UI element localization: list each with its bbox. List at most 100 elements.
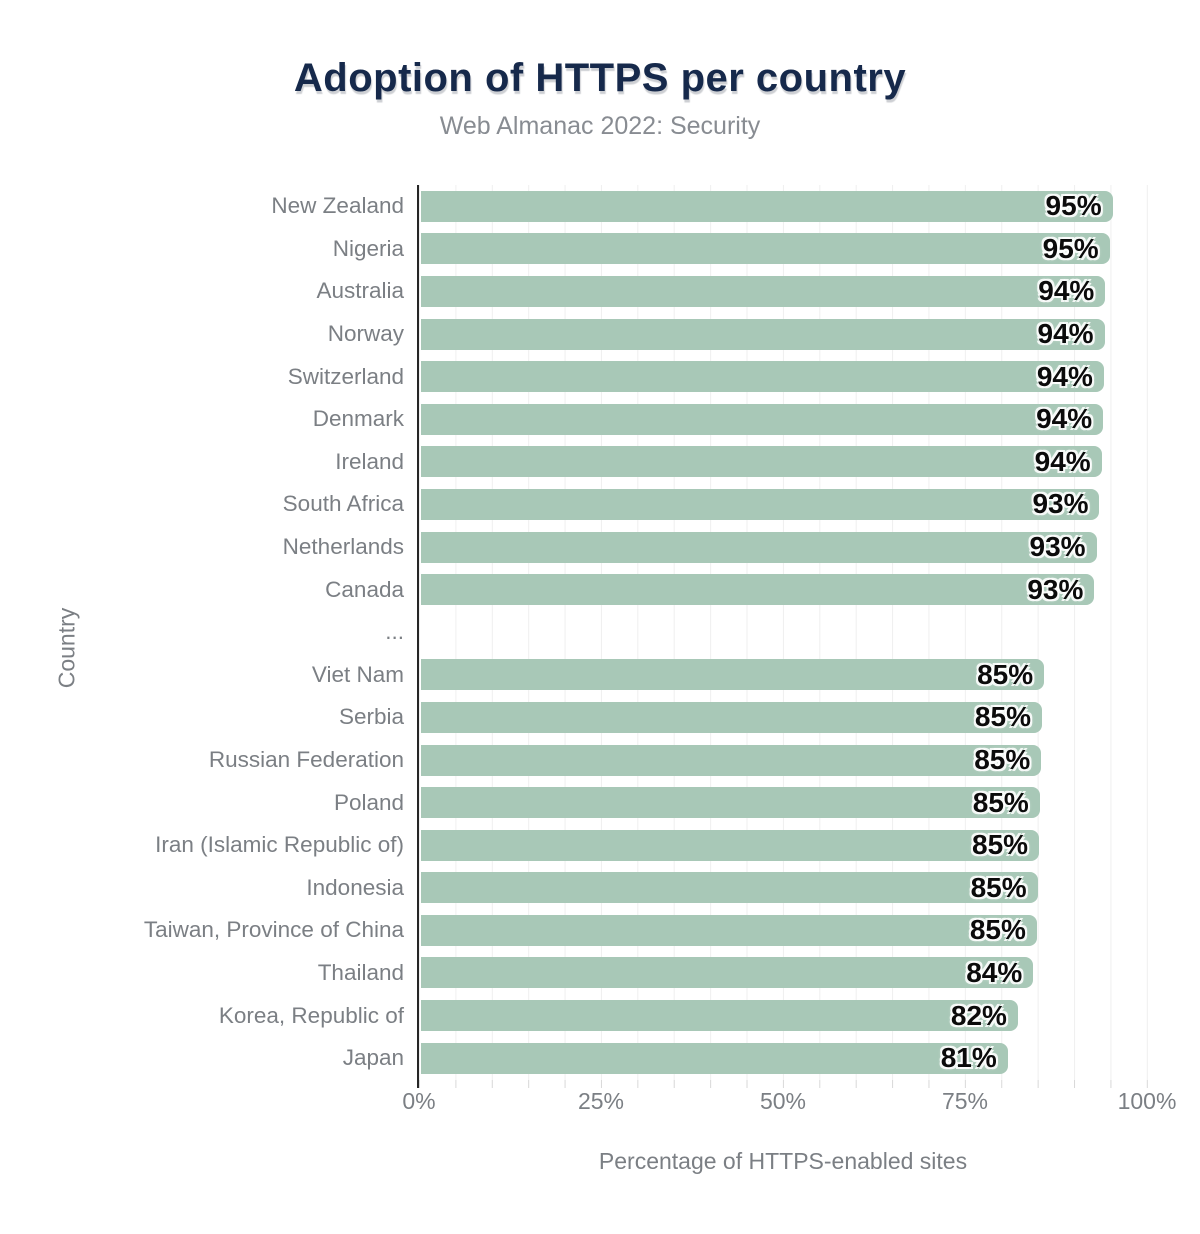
bar[interactable]: 81%: [421, 1042, 1008, 1074]
bar[interactable]: 94%: [421, 360, 1104, 393]
bar[interactable]: 85%: [421, 914, 1037, 946]
x-tick-25: 25%: [577, 1088, 625, 1114]
x-axis-title: Percentage of HTTPS-enabled sites: [598, 1148, 968, 1174]
country-label: Netherlands: [282, 534, 404, 560]
bar-value-label: 85%: [972, 786, 1029, 818]
bar[interactable]: 94%: [421, 318, 1105, 350]
bar[interactable]: 85%: [421, 744, 1042, 776]
bar-value-label: 81%: [940, 1042, 997, 1074]
chart-row: Poland 85%: [0, 781, 1200, 824]
y-axis-line: [417, 185, 419, 1088]
bar[interactable]: 93%: [421, 573, 1095, 606]
country-label: Switzerland: [287, 363, 404, 389]
country-label: Ireland: [335, 448, 404, 474]
country-label: Serbia: [338, 704, 404, 730]
bar-value-label: 94%: [1034, 445, 1091, 477]
bar[interactable]: 84%: [421, 956, 1034, 989]
chart-row: Nigeria 95%: [0, 228, 1200, 271]
bar-value-label: 85%: [972, 829, 1029, 861]
bar-value-label: 82%: [950, 999, 1007, 1031]
bar-track: 95%: [421, 190, 1200, 222]
bar-value-label: 95%: [1042, 232, 1099, 264]
bar[interactable]: 94%: [421, 445, 1102, 478]
bar[interactable]: 85%: [421, 786, 1040, 819]
chart-row: Viet Nam 85%: [0, 654, 1200, 697]
bar-value-label: 94%: [1037, 318, 1094, 350]
bar[interactable]: 95%: [421, 190, 1113, 222]
bar-value-label: 84%: [966, 956, 1023, 988]
bar-value-label: 94%: [1036, 403, 1093, 435]
bar[interactable]: 93%: [421, 488, 1100, 520]
bar-track: 85%: [421, 914, 1200, 946]
bar-value-label: 85%: [970, 871, 1027, 903]
country-label: Japan: [342, 1045, 404, 1071]
bar[interactable]: 85%: [421, 871, 1038, 904]
bar-track: 95%: [421, 232, 1200, 265]
x-axis-tick-labels: 0% 25% 50% 75% 100%: [402, 1088, 1176, 1114]
bar-track: 85%: [421, 701, 1200, 733]
bar-track: [421, 617, 1200, 648]
bar-track: 81%: [421, 1042, 1200, 1074]
country-label: Norway: [327, 321, 404, 347]
country-label: Russian Federation: [208, 747, 404, 773]
country-label: Australia: [316, 278, 404, 304]
bar-track: 93%: [421, 573, 1200, 606]
bar-track: 85%: [421, 829, 1200, 861]
chart-row: ...: [0, 611, 1200, 654]
bar[interactable]: 95%: [421, 232, 1110, 265]
bar-track: 85%: [421, 658, 1200, 691]
y-axis-title: Country: [53, 607, 80, 689]
bar-value-label: 85%: [969, 914, 1026, 946]
chart-row: Netherlands 93%: [0, 526, 1200, 569]
country-label: Viet Nam: [311, 661, 404, 687]
bar-track: 93%: [421, 488, 1200, 520]
country-label: Indonesia: [306, 874, 404, 900]
bar-value-label: 94%: [1036, 360, 1093, 392]
bar-track: 94%: [421, 445, 1200, 478]
bar-track: 93%: [421, 531, 1200, 563]
bar[interactable]: 85%: [421, 658, 1045, 691]
country-label: Taiwan, Province of China: [143, 917, 404, 943]
country-label: Nigeria: [332, 235, 404, 261]
country-label: South Africa: [282, 491, 404, 517]
chart-row: Korea, Republic of 82%: [0, 994, 1200, 1037]
bar-value-label: 93%: [1027, 573, 1084, 605]
country-label: Iran (Islamic Republic of): [155, 832, 404, 858]
bar-value-label: 94%: [1038, 275, 1095, 307]
chart-row: Canada 93%: [0, 568, 1200, 611]
bar-track: 85%: [421, 871, 1200, 904]
chart-row: Iran (Islamic Republic of) 85%: [0, 824, 1200, 867]
x-axis-minor-ticks: [419, 1080, 1167, 1088]
bar-value-label: 85%: [974, 744, 1031, 776]
country-label: New Zealand: [271, 193, 404, 219]
bar-track: 82%: [421, 999, 1200, 1032]
chart-row: Thailand 84%: [0, 952, 1200, 995]
bar[interactable]: 85%: [421, 701, 1042, 733]
country-label: Thailand: [317, 959, 404, 985]
bar-track: 84%: [421, 956, 1200, 989]
bar[interactable]: 85%: [421, 829, 1040, 861]
chart-row: Ireland 94%: [0, 441, 1200, 484]
bar-track: 94%: [421, 318, 1200, 350]
bar[interactable]: 94%: [421, 403, 1104, 435]
chart-row: Indonesia 85%: [0, 867, 1200, 910]
bar-track: 94%: [421, 360, 1200, 393]
bar[interactable]: 94%: [421, 275, 1106, 307]
x-tick-100: 100%: [1117, 1088, 1177, 1114]
bar[interactable]: 93%: [421, 531, 1097, 563]
bar-track: 94%: [421, 403, 1200, 435]
country-label: Denmark: [312, 406, 404, 432]
bar[interactable]: 82%: [421, 999, 1018, 1032]
bar-value-label: 85%: [977, 658, 1034, 690]
chart-row: South Africa 93%: [0, 483, 1200, 526]
x-tick-0: 0%: [402, 1088, 436, 1114]
country-label: Poland: [333, 789, 404, 815]
country-label: ...: [385, 619, 404, 645]
bar-track: 85%: [421, 786, 1200, 819]
chart-title: Adoption of HTTPS per country: [293, 56, 907, 100]
bar-value-label: 95%: [1045, 190, 1102, 222]
chart-row: Switzerland 94%: [0, 355, 1200, 398]
bar-value-label: 85%: [974, 701, 1031, 733]
chart-row: Taiwan, Province of China 85%: [0, 909, 1200, 952]
